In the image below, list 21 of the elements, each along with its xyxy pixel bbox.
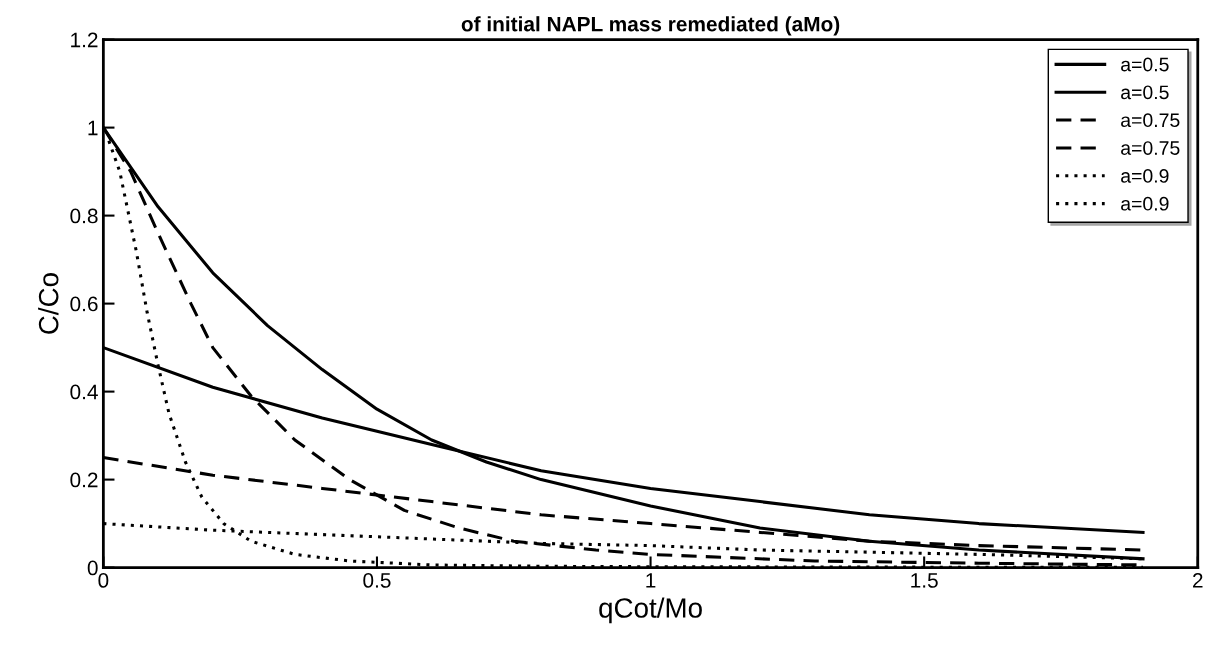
x-tick-label: 1 [646,573,656,588]
y-tick-label: 0.8 [70,208,98,224]
legend-label: a=0.75 [1121,141,1180,155]
x-axis-title: qCot/Mo [599,597,702,624]
x-tick-label: 1.5 [911,573,938,588]
y-tick-label: 0 [87,560,98,576]
x-tick-label: 2 [1193,573,1203,588]
y-tick-label: 0.2 [70,472,98,488]
y-axis-title: C/Co [38,273,59,334]
legend-label: a=0.5 [1121,85,1169,100]
x-tick-label: 0 [98,573,109,588]
y-tick-label: 0.4 [70,384,98,400]
legend-label: a=0.75 [1121,113,1180,128]
legend-label: a=0.5 [1121,57,1169,72]
y-tick-label: 1 [88,120,98,136]
legend-label: a=0.9 [1121,169,1169,183]
x-tick-label: 0.5 [363,573,391,588]
legend-label: a=0.9 [1121,196,1169,211]
y-tick-label: 0.6 [70,296,98,312]
chart-title: of initial NAPL mass remediated (aMo) [461,16,840,36]
y-tick-label: 1.2 [71,32,98,48]
